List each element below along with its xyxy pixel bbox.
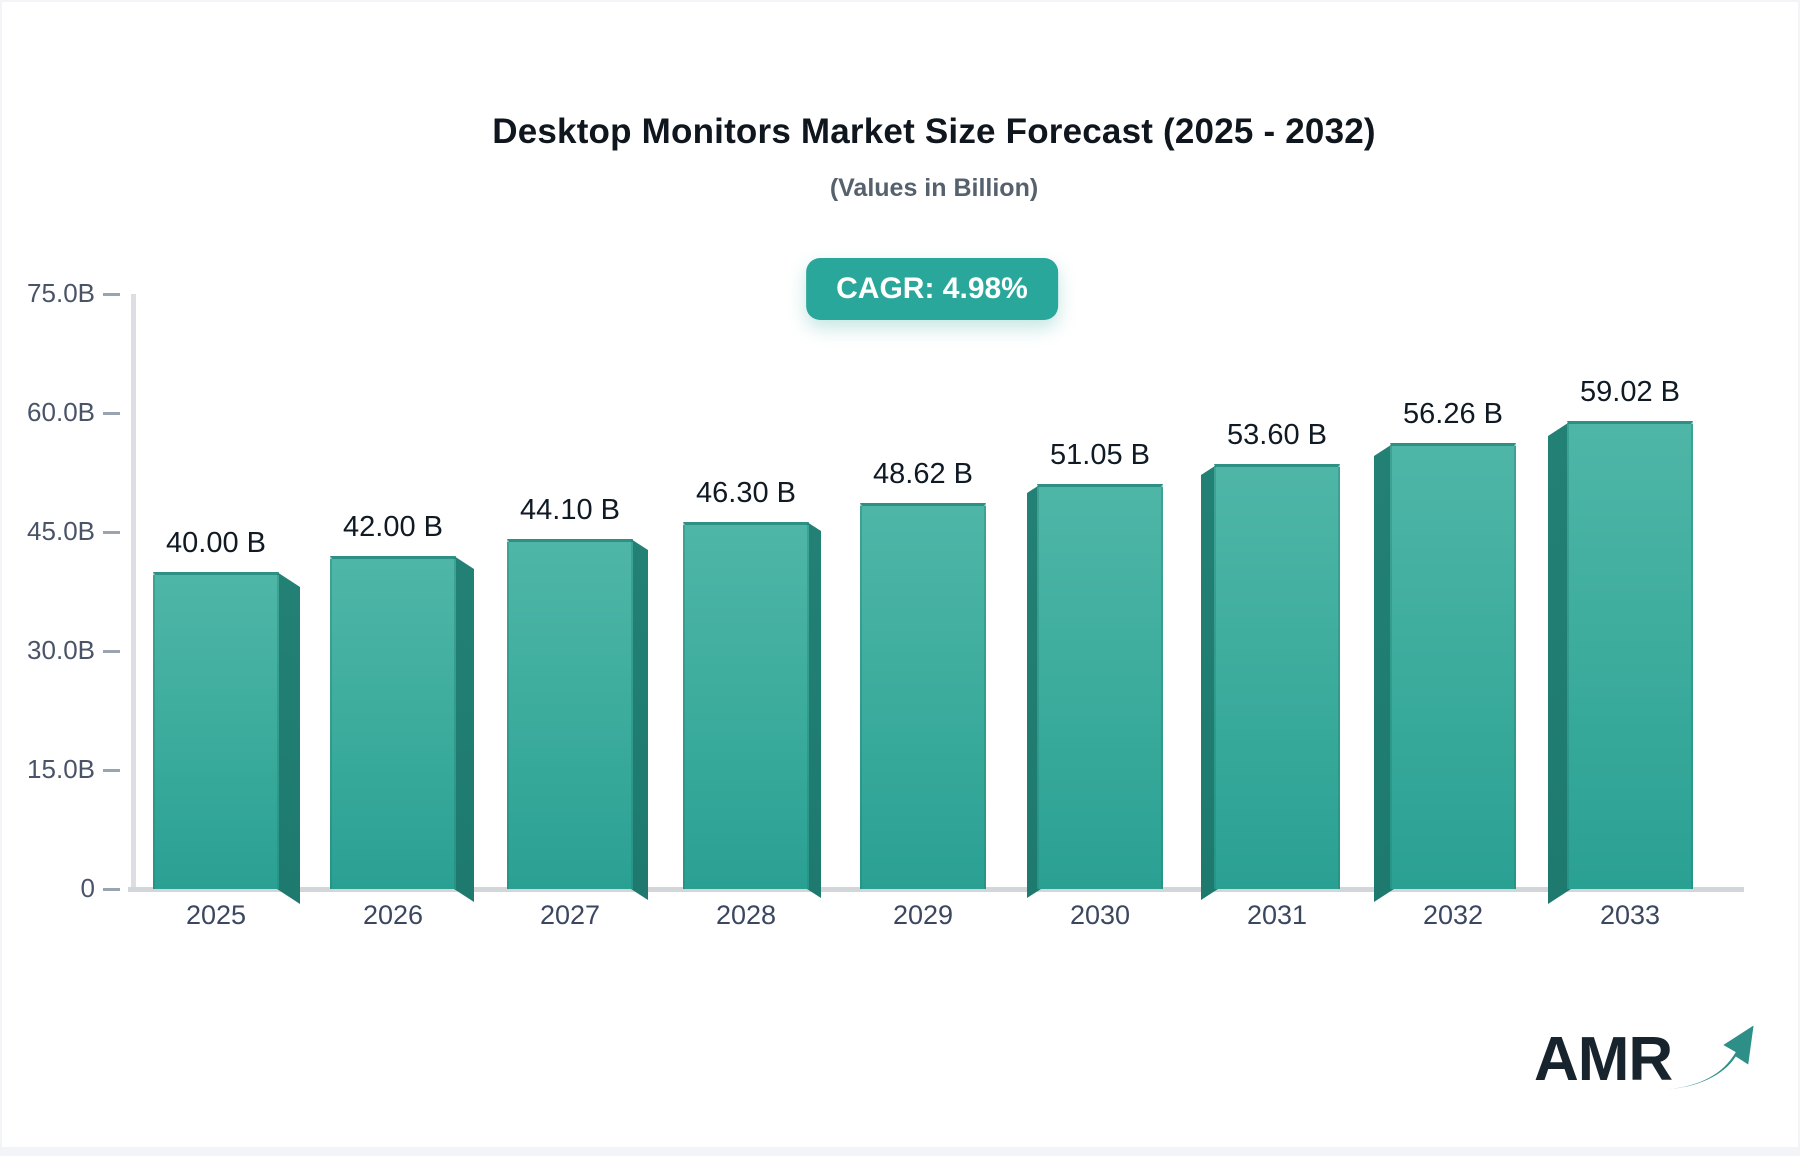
x-axis-year-label: 2028 xyxy=(715,900,777,930)
bar-2028: 46.30 B xyxy=(683,477,821,899)
bar-value-label: 48.62 B xyxy=(873,458,973,490)
bar-value-label: 42.00 B xyxy=(343,511,443,543)
bar-2033: 59.02 B xyxy=(1548,376,1693,904)
x-axis-baseline xyxy=(128,887,1744,892)
bar-side-face xyxy=(807,522,821,899)
brand-logo: AMR xyxy=(1534,1024,1760,1095)
x-axis-year-label: 2029 xyxy=(892,900,954,930)
brand-logo-text: AMR xyxy=(1534,1025,1673,1094)
x-axis-year-label: 2027 xyxy=(539,900,601,930)
cagr-badge: CAGR: 4.98% xyxy=(806,258,1058,320)
chart-title: Desktop Monitors Market Size Forecast (2… xyxy=(492,112,1376,151)
y-tick-mark xyxy=(103,412,120,415)
x-axis-year-label: 2025 xyxy=(185,900,247,930)
bar-value-label: 46.30 B xyxy=(696,477,796,509)
y-tick-label: 15.0B xyxy=(27,754,95,784)
x-axis-year-label: 2033 xyxy=(1599,900,1661,930)
y-tick-label: 75.0B xyxy=(27,278,95,308)
x-axis-year-label: 2030 xyxy=(1069,900,1131,930)
y-tick-mark xyxy=(103,888,120,891)
bar-2025: 40.00 B xyxy=(153,527,300,904)
bar-side-face xyxy=(277,572,300,904)
bar-value-label: 56.26 B xyxy=(1403,398,1503,430)
bar-value-label: 51.05 B xyxy=(1050,439,1150,471)
bar-front-face xyxy=(860,503,986,889)
bar-2030: 51.05 B xyxy=(1027,439,1163,899)
bar-front-face xyxy=(683,522,809,889)
bar-side-face xyxy=(454,556,474,902)
y-tick-label: 30.0B xyxy=(27,635,95,665)
bar-front-face xyxy=(507,539,633,889)
y-tick-mark xyxy=(103,650,120,653)
bar-2026: 42.00 B xyxy=(330,511,474,902)
growth-arrow-icon xyxy=(1664,1024,1754,1089)
x-axis-year-label: 2031 xyxy=(1246,900,1308,930)
bar-2027: 44.10 B xyxy=(507,494,648,901)
bar-value-label: 40.00 B xyxy=(166,527,266,559)
x-axis-year-label: 2032 xyxy=(1422,900,1484,930)
bar-2031: 53.60 B xyxy=(1201,419,1340,901)
bar-front-face xyxy=(153,572,279,889)
bar-side-face xyxy=(631,539,648,901)
y-tick-mark xyxy=(103,769,120,772)
y-axis-line xyxy=(131,294,136,889)
bar-value-label: 44.10 B xyxy=(520,494,620,526)
bar-front-face xyxy=(1037,484,1163,889)
y-tick-mark xyxy=(103,531,120,534)
y-tick-label: 0 xyxy=(80,873,95,903)
y-tick-mark xyxy=(103,293,120,296)
bar-front-face xyxy=(1567,421,1693,889)
bar-2029: 48.62 B xyxy=(860,458,986,889)
chart-subtitle: (Values in Billion) xyxy=(829,174,1039,202)
bar-front-face xyxy=(1214,464,1340,889)
bar-2032: 56.26 B xyxy=(1374,398,1516,902)
x-axis-year-label: 2026 xyxy=(362,900,424,930)
bar-value-label: 59.02 B xyxy=(1580,376,1680,408)
y-tick-label: 45.0B xyxy=(27,516,95,546)
bar-value-label: 53.60 B xyxy=(1227,419,1327,451)
y-tick-label: 60.0B xyxy=(27,397,95,427)
bar-front-face xyxy=(330,556,456,889)
bar-front-face xyxy=(1390,443,1516,889)
